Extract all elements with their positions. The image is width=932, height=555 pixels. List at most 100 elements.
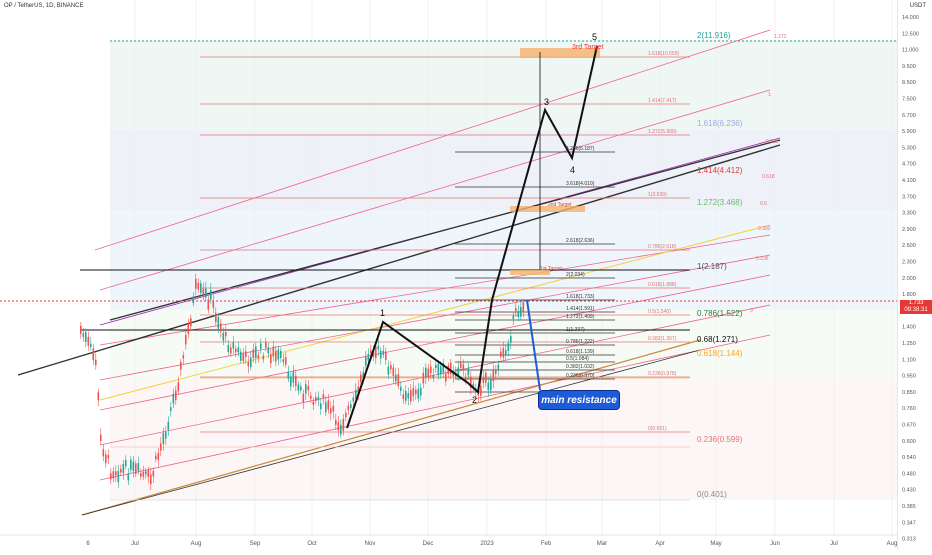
candle-body [240,351,242,361]
candle-body [445,373,447,382]
candle-body [390,365,392,370]
candle-body [250,357,252,368]
price-tick: 2.300 [902,260,916,266]
fib-right-label: 1.618(6.236) [697,119,743,128]
price-tick: 0.347 [902,520,916,526]
candle-body [165,432,167,439]
candle-body [460,362,462,368]
candle-body [392,367,395,376]
candle-body [480,385,482,396]
wave-label-2: 2 [472,395,477,405]
candle-body [520,306,522,317]
candle-body [257,355,260,359]
candle-body [97,392,100,401]
candle-body [197,282,200,290]
candle-body [317,397,320,401]
candle-body [437,363,440,376]
price-tick: 0.850 [902,390,916,396]
fib-right-label: 0.68(1.271) [697,335,738,344]
price-tick: 14.000 [902,15,919,21]
candle-body [190,318,192,327]
candle-body [335,419,337,425]
candle-body [495,370,497,375]
price-tick: 0.430 [902,488,916,494]
candle-body [410,390,412,402]
currency-label: USDT [909,3,926,9]
channel-outer-black-line [17,144,781,376]
fib-label: 0.618(1.139) [566,349,595,355]
fib-zone-bottom [110,380,897,500]
candle-body [150,474,152,485]
price-tick: 11.000 [902,48,918,54]
candle-body [337,422,340,431]
time-axis[interactable]: 6 Jul Aug Sep Oct Nov Dec 2023 Feb Mar A… [86,541,897,547]
second-target-label: 2nd Target [548,202,572,208]
fib-label: 1.414(1.591) [566,306,595,312]
candle-body [105,454,107,464]
price-tick: 2.600 [902,243,916,249]
candle-body [380,350,382,359]
candle-body [130,459,132,470]
time-tick: Aug [191,541,202,547]
candle-body [375,346,377,358]
candle-body [212,301,215,308]
channel-label: 0 [750,308,753,314]
candle-body [312,401,315,405]
candle-body [515,307,517,312]
fib-mid-black-labels: 4.236(5.187) 3.618(4.010) 2.618(2.636) 2… [566,146,595,379]
price-tick: 1.250 [902,341,916,347]
channel-labels: 1.272 1 0.786 0.618 0.5 0.382 0.236 0 [750,34,787,314]
candle-body [252,349,255,358]
price-tick: 0.600 [902,439,916,445]
candle-body [315,397,317,402]
candlestick-series [80,273,525,491]
time-tick: Jun [770,541,780,547]
fib-label: 0(0.651) [648,426,667,432]
candle-body [420,387,422,396]
price-tick: 2.000 [902,276,916,282]
candle-body [122,463,125,474]
candle-body [332,405,335,412]
time-tick: Jul [131,541,139,547]
candle-body [135,463,137,474]
candle-body [450,362,452,375]
time-tick: Oct [307,541,317,547]
symbol-title: OP / TetherUS, 1D, BINANCE [4,3,84,9]
fib-label: 0.5(1.084) [566,356,589,362]
channel-label: 0.236 [756,256,769,262]
candle-body [462,364,465,370]
candle-body [220,323,222,332]
fib-right-label: 0.236(0.599) [697,435,743,444]
channel-label: 0.382 [758,226,771,232]
fib-right-label: 0(0.401) [697,490,727,499]
candle-body [277,349,280,360]
candle-body [227,344,230,352]
channel-lines [94,29,771,481]
candle-body [137,463,140,471]
candle-body [210,290,212,300]
candle-body [182,355,185,359]
candle-body [245,351,247,358]
candle-body [357,386,360,396]
candle-body [502,348,505,358]
price-tick: 0.385 [902,504,916,510]
candle-body [467,367,470,376]
candle-body [230,347,232,354]
candle-body [305,384,307,394]
price-tick: 0.313 [902,537,916,543]
fib-label: 1.272(5.900) [648,129,677,135]
price-axis[interactable]: 14.000 12.500 11.000 9.500 8.500 7.500 6.700 5.… [897,0,932,550]
candle-body [175,390,177,401]
candle-body [285,357,287,365]
candle-body [192,296,195,304]
candle-body [255,346,257,358]
candle-body [482,377,485,383]
fib-label: 0.236(0.978) [648,371,677,377]
fib-label: 0.5(1.540) [648,309,671,315]
candle-body [280,350,282,358]
fib-label: 0.236(0.970) [566,373,595,379]
candle-body [187,323,190,334]
candle-body [247,361,250,367]
price-tick: 5.900 [902,129,916,135]
